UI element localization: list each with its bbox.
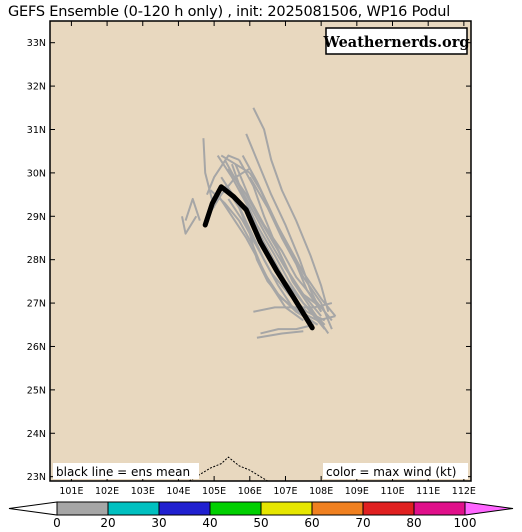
lat-tick-label: 26N	[27, 342, 46, 353]
colorbar: 0 20 30 40 50 60 70 80 100	[8, 501, 514, 530]
colorbar-segment	[107, 501, 160, 516]
member-track	[202, 138, 216, 208]
member-track	[227, 198, 326, 322]
lon-tick-label: 112E	[452, 486, 476, 497]
colorbar-label: 0	[53, 516, 61, 530]
lat-tick-label: 23N	[27, 472, 46, 483]
member-track	[184, 197, 201, 221]
lon-tick-label: 105E	[202, 486, 226, 497]
page-title: GEFS Ensemble (0-120 h only) , init: 202…	[8, 4, 451, 20]
colorbar-label: 50	[253, 516, 268, 530]
lon-tick-label: 102E	[95, 486, 119, 497]
lat-tick-label: 27N	[27, 299, 46, 310]
lat-tick-label: 32N	[27, 82, 46, 93]
lon-tick-label: 108E	[309, 486, 333, 497]
map-border-lines	[188, 456, 268, 481]
member-track	[220, 154, 251, 174]
colorbar-segment	[413, 501, 466, 516]
lat-tick-label: 29N	[27, 212, 46, 223]
lon-tick-label: 104E	[166, 486, 190, 497]
colorbar-label: 100	[454, 516, 477, 530]
lon-tick-label: 110E	[380, 486, 404, 497]
country-border	[188, 456, 268, 481]
latitude-axis: 33N 32N 31N 30N 29N 28N 27N 26N 25N 24N 23N	[27, 38, 471, 483]
legend-note-left-box	[53, 463, 199, 479]
lon-tick-label: 109E	[345, 486, 369, 497]
colorbar-segment	[158, 501, 211, 516]
lon-tick-label: 103E	[131, 486, 155, 497]
member-track	[252, 107, 330, 313]
colorbar-segment	[56, 501, 109, 516]
watermark-box	[325, 27, 468, 55]
colorbar-label: 30	[151, 516, 166, 530]
colorbar-label: 80	[406, 516, 421, 530]
legend-note-left: black line = ens mean	[56, 465, 190, 479]
lat-tick-label: 31N	[27, 125, 46, 136]
colorbar-label: 20	[100, 516, 115, 530]
lat-tick-label: 24N	[27, 429, 46, 440]
lat-tick-label: 25N	[27, 385, 46, 396]
colorbar-label: 70	[355, 516, 370, 530]
member-track	[253, 302, 333, 313]
member-track	[216, 154, 326, 330]
member-track	[245, 133, 323, 313]
lat-tick-label: 33N	[27, 38, 46, 49]
watermark-text: Weathernerds.org	[322, 34, 469, 51]
member-track	[206, 154, 240, 195]
legend-note-right-box	[323, 463, 468, 479]
member-track	[256, 330, 304, 339]
member-track	[241, 155, 333, 330]
lon-tick-label: 101E	[59, 486, 83, 497]
member-track	[223, 185, 336, 322]
longitude-axis: 101E 102E 103E 104E 105E 106E 107E 108E 109E 110E…	[59, 21, 476, 497]
member-track	[209, 167, 251, 213]
member-track	[181, 215, 198, 235]
colorbar-segment	[311, 501, 364, 516]
lon-tick-label: 106E	[238, 486, 262, 497]
colorbar-label: 40	[202, 516, 217, 530]
lon-tick-label: 107E	[273, 486, 297, 497]
legend-note-right: color = max wind (kt)	[326, 465, 456, 479]
lon-tick-label: 111E	[416, 486, 440, 497]
colorbar-min-extension	[8, 501, 58, 516]
member-track	[248, 176, 322, 313]
lat-tick-label: 28N	[27, 255, 46, 266]
colorbar-label: 60	[304, 516, 319, 530]
colorbar-segment	[260, 501, 313, 516]
colorbar-max-extension	[464, 501, 514, 516]
map-frame	[49, 20, 472, 482]
lat-tick-label: 30N	[27, 168, 46, 179]
ensemble-mean-track	[202, 184, 315, 331]
member-track	[260, 323, 315, 335]
member-track	[238, 159, 322, 309]
colorbar-segment	[209, 501, 262, 516]
colorbar-segment	[362, 501, 415, 516]
